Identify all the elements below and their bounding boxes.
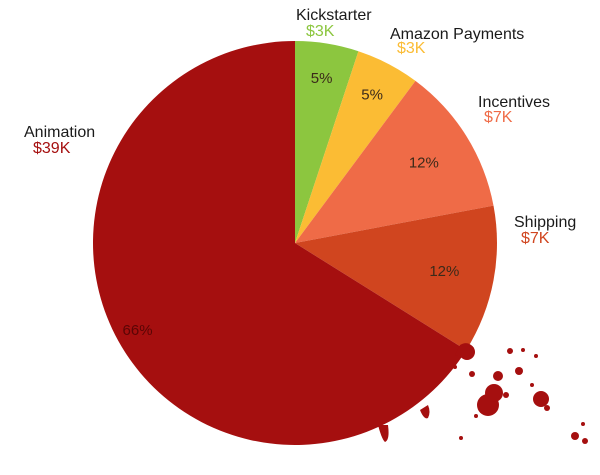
percent-label-amazon-payments: 5% <box>361 87 383 104</box>
slice-value-label-shipping: $7K <box>521 230 550 247</box>
percent-labels-layer: 5% 5% 12% 12% 66% <box>123 70 460 339</box>
slice-value-label-kickstarter: $3K <box>306 23 335 40</box>
splatter-drop <box>453 365 457 369</box>
slice-name-label-incentives: Incentives <box>478 94 550 111</box>
blood-splatter-decoration <box>378 343 588 444</box>
splatter-drop <box>534 354 538 358</box>
pie-slice-animation <box>92 41 467 445</box>
percent-label-kickstarter: 5% <box>311 70 333 87</box>
splatter-drip <box>378 425 389 442</box>
splatter-drop <box>544 405 550 411</box>
slice-value-label-amazon-payments: $3K <box>397 40 426 57</box>
slice-value-label-animation: $39K <box>33 140 71 157</box>
splatter-drip <box>455 343 474 357</box>
percent-label-animation: 66% <box>123 322 153 339</box>
slice-name-label-kickstarter: Kickstarter <box>296 7 372 24</box>
slices-layer <box>92 41 498 445</box>
splatter-drop <box>469 371 475 377</box>
slice-name-label-shipping: Shipping <box>514 214 576 231</box>
slice-value-label-incentives: $7K <box>484 109 513 126</box>
splatter-drop <box>507 348 513 354</box>
splatter-drop <box>530 383 534 387</box>
splatter-drop <box>485 384 503 402</box>
splatter-drop <box>521 348 525 352</box>
splatter-drop <box>582 438 588 444</box>
percent-label-shipping: 12% <box>429 263 459 280</box>
pie-slice-shipping <box>295 205 498 351</box>
pie-slice-kickstarter <box>295 41 359 243</box>
percent-label-incentives: 12% <box>409 154 439 171</box>
splatter-drop <box>581 422 585 426</box>
pie-slice-incentives <box>295 80 494 243</box>
slice-labels-layer: Kickstarter$3K Amazon Payments$3KIncentiv… <box>24 7 576 247</box>
splatter-drop <box>474 414 478 418</box>
slice-name-label-amazon-payments: Amazon Payments <box>390 26 524 43</box>
splatter-drop <box>459 436 463 440</box>
splatter-drop <box>515 367 523 375</box>
splatter-drop <box>571 432 579 440</box>
splatter-drop <box>493 371 503 381</box>
splatter-drop <box>533 391 549 407</box>
splatter-drop <box>503 392 509 398</box>
splatter-drip <box>420 405 430 419</box>
pie-slice-amazon-payments <box>295 51 416 244</box>
slice-name-label-animation: Animation <box>24 124 95 141</box>
